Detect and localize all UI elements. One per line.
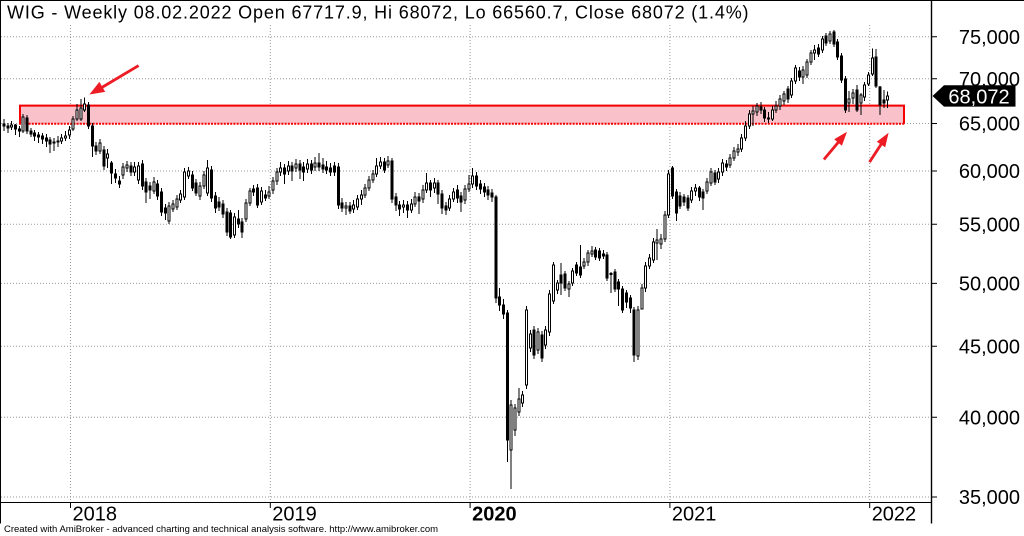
svg-text:50,000: 50,000 <box>959 274 1020 296</box>
svg-text:Created with AmiBroker - advan: Created with AmiBroker - advanced charti… <box>4 524 438 535</box>
svg-text:68,072: 68,072 <box>948 86 1009 108</box>
svg-text:2021: 2021 <box>672 504 717 526</box>
svg-text:75,000: 75,000 <box>959 27 1020 49</box>
svg-text:2019: 2019 <box>272 504 317 526</box>
svg-text:WIG - Weekly 08.02.2022 Open 6: WIG - Weekly 08.02.2022 Open 67717.9, Hi… <box>7 3 749 23</box>
svg-text:35,000: 35,000 <box>959 487 1020 509</box>
svg-text:55,000: 55,000 <box>959 214 1020 236</box>
svg-text:40,000: 40,000 <box>959 407 1020 429</box>
svg-text:60,000: 60,000 <box>959 161 1020 183</box>
svg-text:2022: 2022 <box>872 504 917 526</box>
svg-text:70,000: 70,000 <box>959 69 1020 91</box>
svg-text:2018: 2018 <box>73 504 118 526</box>
svg-text:65,000: 65,000 <box>959 114 1020 136</box>
svg-text:45,000: 45,000 <box>959 336 1020 358</box>
svg-text:2020: 2020 <box>472 504 516 526</box>
